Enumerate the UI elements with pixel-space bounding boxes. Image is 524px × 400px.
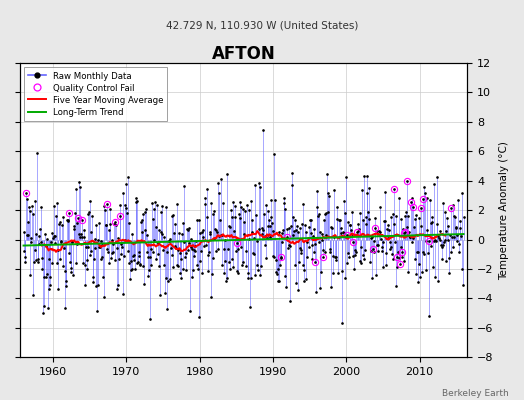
Title: AFTON: AFTON: [212, 45, 276, 63]
Legend: Raw Monthly Data, Quality Control Fail, Five Year Moving Average, Long-Term Tren: Raw Monthly Data, Quality Control Fail, …: [24, 67, 167, 121]
Text: Berkeley Earth: Berkeley Earth: [442, 389, 508, 398]
Text: 42.729 N, 110.930 W (United States): 42.729 N, 110.930 W (United States): [166, 20, 358, 30]
Y-axis label: Temperature Anomaly (°C): Temperature Anomaly (°C): [499, 141, 509, 280]
